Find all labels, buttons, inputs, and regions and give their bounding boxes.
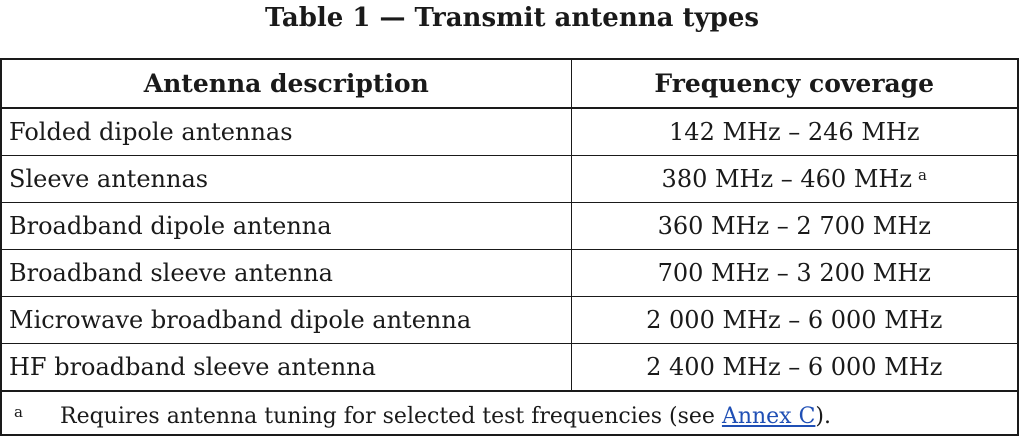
frequency-coverage-cell: 700 MHz – 3 200 MHz xyxy=(571,249,1017,297)
antenna-types-table: Antenna description Frequency coverage F… xyxy=(2,60,1017,392)
antenna-description-cell: Sleeve antennas xyxy=(2,155,572,203)
annex-c-link[interactable]: Annex C xyxy=(721,404,816,429)
antenna-description-cell: HF broadband sleeve antenna xyxy=(2,343,572,392)
table-row: Sleeve antennas 380 MHz – 460 MHz a xyxy=(2,155,1017,203)
antenna-description-cell: Folded dipole antennas xyxy=(2,108,572,156)
column-header-frequency: Frequency coverage xyxy=(571,60,1017,109)
frequency-coverage-cell: 142 MHz – 246 MHz xyxy=(571,108,1017,156)
table-title: Table 1 — Transmit antenna types xyxy=(264,3,760,33)
frequency-value: 2 000 MHz – 6 000 MHz xyxy=(646,306,943,334)
frequency-value: 360 MHz – 2 700 MHz xyxy=(657,212,931,240)
frequency-coverage-cell: 380 MHz – 460 MHz a xyxy=(571,155,1017,203)
table-row: Broadband dipole antenna 360 MHz – 2 700… xyxy=(2,202,1017,250)
antenna-description-cell: Microwave broadband dipole antenna xyxy=(2,296,572,344)
footnote-reference: a xyxy=(917,166,927,184)
frequency-value: 2 400 MHz – 6 000 MHz xyxy=(646,353,943,381)
table-row: HF broadband sleeve antenna 2 400 MHz – … xyxy=(2,343,1017,392)
footnote-marker: a xyxy=(14,403,23,421)
table-header-row: Antenna description Frequency coverage xyxy=(2,60,1017,109)
table-row: Broadband sleeve antenna 700 MHz – 3 200… xyxy=(2,249,1017,297)
table-row: Folded dipole antennas 142 MHz – 246 MHz xyxy=(2,108,1017,156)
table-row: Microwave broadband dipole antenna 2 000… xyxy=(2,296,1017,344)
frequency-coverage-cell: 360 MHz – 2 700 MHz xyxy=(571,202,1017,250)
column-header-description: Antenna description xyxy=(2,60,572,109)
footnote-text-end: ). xyxy=(815,404,831,429)
antenna-description-cell: Broadband dipole antenna xyxy=(2,202,572,250)
antenna-description-cell: Broadband sleeve antenna xyxy=(2,249,572,297)
frequency-coverage-cell: 2 000 MHz – 6 000 MHz xyxy=(571,296,1017,344)
frequency-value: 142 MHz – 246 MHz xyxy=(669,118,920,146)
frequency-coverage-cell: 2 400 MHz – 6 000 MHz xyxy=(571,343,1017,392)
frequency-value: 380 MHz – 460 MHz xyxy=(661,165,912,193)
footnote-text: Requires antenna tuning for selected tes… xyxy=(60,404,722,429)
frequency-value: 700 MHz – 3 200 MHz xyxy=(657,259,931,287)
table-footnote: a Requires antenna tuning for selected te… xyxy=(2,392,1017,432)
antenna-table-frame: Antenna description Frequency coverage F… xyxy=(0,58,1019,436)
